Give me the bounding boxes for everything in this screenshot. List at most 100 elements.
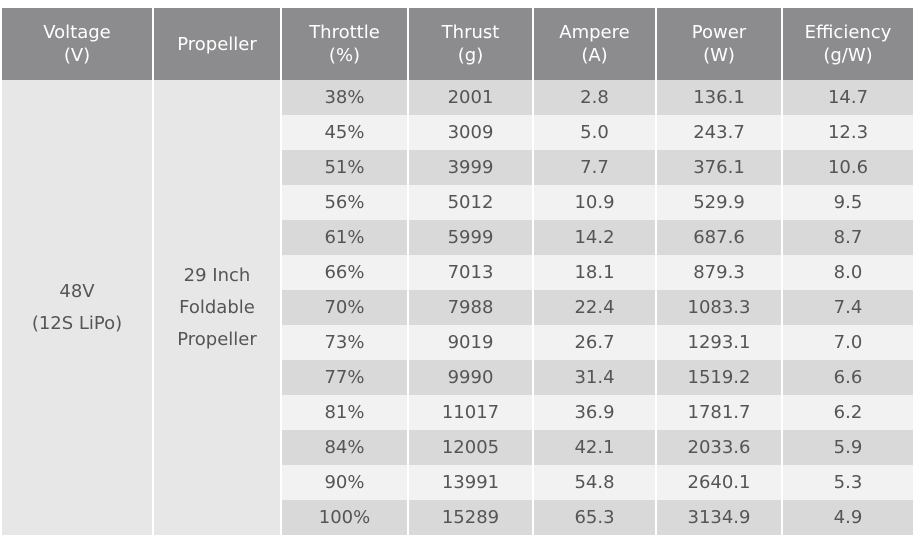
header-text: (%)	[328, 45, 361, 66]
header-cell: Efficiency (g/W)	[781, 8, 915, 80]
header-text: (g)	[457, 45, 484, 66]
data-table: Voltage (V) Propeller Throttle (%) Thrust (g) A…	[0, 8, 915, 535]
table-cell: 15289	[407, 500, 534, 535]
table-cell: 879.3	[655, 255, 783, 290]
table-cell: 529.9	[655, 185, 783, 220]
table-cell: 8.0	[781, 255, 915, 290]
table-cell: 5.0	[532, 115, 657, 150]
table-cell: 687.6	[655, 220, 783, 255]
table-cell: 12005	[407, 430, 534, 465]
table-cell: 1519.2	[655, 360, 783, 395]
table-cell: 61%	[280, 220, 409, 255]
table-cell: 7.4	[781, 290, 915, 325]
table-cell: 10.6	[781, 150, 915, 185]
table-cell: 77%	[280, 360, 409, 395]
table-cell: 73%	[280, 325, 409, 360]
table-cell: 45%	[280, 115, 409, 150]
table-cell: 81%	[280, 395, 409, 430]
table-cell: 26.7	[532, 325, 657, 360]
table-cell: 2.8	[532, 80, 657, 115]
header-cell: Voltage (V)	[0, 8, 154, 80]
header-text: Power	[691, 22, 747, 43]
table-cell: 90%	[280, 465, 409, 500]
table-cell: 2640.1	[655, 465, 783, 500]
header-text: Throttle	[309, 22, 380, 43]
table-cell: 84%	[280, 430, 409, 465]
table-cell: 65.3	[532, 500, 657, 535]
table-cell: 22.4	[532, 290, 657, 325]
table-row: 81% 11017 36.9 1781.7 6.2	[1, 395, 915, 430]
header-text: Propeller	[177, 33, 257, 55]
table-cell: 243.7	[655, 115, 783, 150]
table-row: 100% 15289 65.3 3134.9 4.9	[1, 500, 915, 535]
table-cell: 70%	[280, 290, 409, 325]
table-cell: 38%	[280, 80, 409, 115]
table-row: 70% 7988 22.4 1083.3 7.4	[1, 290, 915, 325]
table-cell: 1781.7	[655, 395, 783, 430]
table-cell: 14.2	[532, 220, 657, 255]
table-row: 56% 5012 10.9 529.9 9.5	[1, 185, 915, 220]
header-cell: Ampere (A)	[532, 8, 657, 80]
header-text: Ampere	[559, 22, 630, 43]
table-cell: 66%	[280, 255, 409, 290]
header-text: Thrust	[441, 22, 500, 43]
header-text: Efficiency	[804, 22, 892, 43]
header-text: Voltage	[43, 22, 111, 43]
table-row: 61% 5999 14.2 687.6 8.7	[1, 220, 915, 255]
table-row: 66% 7013 18.1 879.3 8.0	[1, 255, 915, 290]
table-body: 48V (12S LiPo) 29 Inch Foldable Propeller 38%…	[0, 80, 915, 535]
table-cell: 51%	[280, 150, 409, 185]
table-row: 45% 3009 5.0 243.7 12.3	[1, 115, 915, 150]
header-cell: Thrust (g)	[407, 8, 534, 80]
table-cell: 1083.3	[655, 290, 783, 325]
table-cell: 5012	[407, 185, 534, 220]
propeller-text: Foldable	[179, 296, 255, 318]
table-cell: 36.9	[532, 395, 657, 430]
table-cell: 7013	[407, 255, 534, 290]
table-cell: 100%	[280, 500, 409, 535]
table-cell: 7.0	[781, 325, 915, 360]
table-cell: 56%	[280, 185, 409, 220]
table-cell: 10.9	[532, 185, 657, 220]
header-text: (A)	[581, 45, 608, 66]
table-cell: 7988	[407, 290, 534, 325]
voltage-text: (12S LiPo)	[31, 312, 123, 334]
table-row: 90% 13991 54.8 2640.1 5.3	[1, 465, 915, 500]
table-cell: 42.1	[532, 430, 657, 465]
header-cell: Power (W)	[655, 8, 783, 80]
table-cell: 5.3	[781, 465, 915, 500]
table-cell: 3009	[407, 115, 534, 150]
table-cell: 6.2	[781, 395, 915, 430]
table-cell: 9019	[407, 325, 534, 360]
table-cell: 3134.9	[655, 500, 783, 535]
table-cell: 136.1	[655, 80, 783, 115]
table-row: 51% 3999 7.7 376.1 10.6	[1, 150, 915, 185]
table-cell: 11017	[407, 395, 534, 430]
table-cell: 31.4	[532, 360, 657, 395]
table-cell: 5999	[407, 220, 534, 255]
propeller-cell: 29 Inch Foldable Propeller	[152, 80, 282, 535]
table-cell: 9.5	[781, 185, 915, 220]
table-container: Voltage (V) Propeller Throttle (%) Thrust (g) A…	[0, 8, 915, 535]
table-cell: 54.8	[532, 465, 657, 500]
table-cell: 6.6	[781, 360, 915, 395]
table-cell: 1293.1	[655, 325, 783, 360]
propeller-text: Propeller	[177, 328, 257, 350]
table-cell: 8.7	[781, 220, 915, 255]
header-text: (W)	[703, 45, 735, 66]
voltage-cell: 48V (12S LiPo)	[0, 80, 154, 535]
table-cell: 9990	[407, 360, 534, 395]
table-row: 84% 12005 42.1 2033.6 5.9	[1, 430, 915, 465]
table-row: 77% 9990 31.4 1519.2 6.6	[1, 360, 915, 395]
table-cell: 7.7	[532, 150, 657, 185]
table-cell: 4.9	[781, 500, 915, 535]
table-cell: 14.7	[781, 80, 915, 115]
table-cell: 5.9	[781, 430, 915, 465]
voltage-text: 48V	[59, 280, 95, 302]
table-cell: 13991	[407, 465, 534, 500]
header-cell: Propeller	[152, 8, 282, 80]
header-cell: Throttle (%)	[280, 8, 409, 80]
table-row: 73% 9019 26.7 1293.1 7.0	[1, 325, 915, 360]
table-cell: 376.1	[655, 150, 783, 185]
